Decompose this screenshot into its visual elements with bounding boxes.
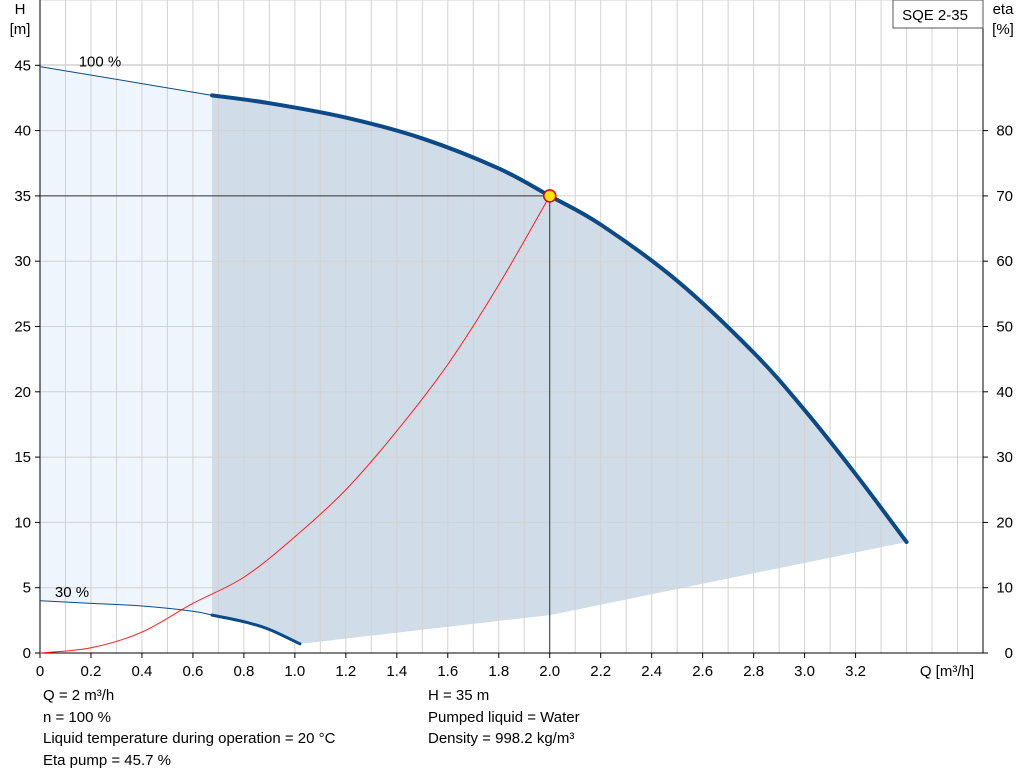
y-left-tick-label: 40	[14, 123, 31, 140]
curve-30-label: 30 %	[55, 584, 89, 601]
x-tick-label: 1.6	[437, 663, 458, 680]
curve-100-thick	[210, 93, 909, 544]
x-tick-label: 2.2	[590, 663, 611, 680]
x-tick-label: 0.8	[233, 663, 254, 680]
curve-30-thin	[39, 600, 213, 616]
x-tick-label: 1.8	[488, 663, 509, 680]
y-right-axis-title: eta	[993, 1, 1015, 18]
y-left-tick-label: 15	[14, 449, 31, 466]
info-pumped-liquid: Pumped liquid = Water	[428, 708, 580, 726]
x-tick-label: 2.6	[692, 663, 713, 680]
x-tick-label: 0	[36, 663, 44, 680]
y-right-tick-label: 0	[1005, 645, 1013, 662]
x-tick-label: 2.4	[641, 663, 662, 680]
y-left-tick-label: 20	[14, 384, 31, 401]
y-right-tick-label: 30	[996, 449, 1013, 466]
curve-100-thin	[39, 66, 213, 96]
x-tick-label: 0.4	[132, 663, 153, 680]
y-left-tick-label: 10	[14, 514, 31, 531]
x-tick-label: 3.0	[794, 663, 815, 680]
x-axis-label: Q [m³/h]	[920, 663, 974, 680]
pump-curve-chart: 0 0.2 0.4 0.6 0.8 1.0 1.2 1.4 1.6 1.8 2.0 2.2 2.4 2.6…	[10, 0, 1015, 680]
title-box	[892, 0, 984, 29]
y-right-tick-label: 60	[996, 253, 1013, 270]
operating-info-left: Q = 2 m³/h n = 100 % Liquid temperature …	[43, 685, 335, 771]
y-left-axis-title: H	[15, 1, 26, 18]
chart-title: SQE 2-35	[902, 7, 968, 24]
y-right-tick-label: 20	[996, 514, 1013, 531]
curve-30-thick	[210, 613, 302, 646]
y-left-tick-label: 0	[23, 645, 31, 662]
shaded-region-left	[40, 66, 213, 616]
y-right-tick-label: 40	[996, 384, 1013, 401]
y-right-tick-label: 50	[996, 319, 1013, 336]
eta-curve	[39, 195, 551, 654]
y-right-axis-unit: [%]	[992, 21, 1014, 38]
x-tick-label: 2.0	[539, 663, 560, 680]
operating-point-marker	[542, 189, 557, 203]
y-left-tick-label: 30	[14, 253, 31, 270]
y-right-tick-label: 80	[996, 123, 1013, 140]
shaded-region-operating	[212, 95, 907, 644]
y-left-tick-label: 35	[14, 188, 31, 205]
curve-100-label: 100 %	[79, 54, 122, 71]
y-left-tick-label: 45	[14, 57, 31, 74]
x-tick-label: 1.0	[284, 663, 305, 680]
operating-info-right: H = 35 m Pumped liquid = Water Density =…	[428, 685, 580, 750]
y-left-axis-unit: [m]	[10, 21, 31, 38]
info-q: Q = 2 m³/h	[43, 687, 115, 704]
x-tick-label: 0.6	[182, 663, 203, 680]
info-density: Density = 998.2 kg/m³	[428, 730, 575, 747]
y-right-tick-label: 10	[996, 580, 1013, 597]
info-liquid-temp: Liquid temperature during operation = 20…	[43, 730, 336, 747]
info-h: H = 35 m	[428, 687, 490, 704]
y-left-tick-label: 25	[14, 319, 31, 336]
x-tick-label: 3.2	[845, 663, 866, 680]
y-left-tick-label: 5	[23, 580, 31, 597]
x-tick-label: 1.2	[335, 663, 356, 680]
x-tick-label: 2.8	[743, 663, 764, 680]
info-eta-pump: Eta pump = 45.7 %	[43, 751, 171, 769]
y-right-tick-label: 70	[996, 188, 1013, 205]
x-tick-label: 1.4	[386, 663, 407, 680]
x-tick-label: 0.2	[81, 663, 102, 680]
info-n: n = 100 %	[43, 708, 111, 726]
